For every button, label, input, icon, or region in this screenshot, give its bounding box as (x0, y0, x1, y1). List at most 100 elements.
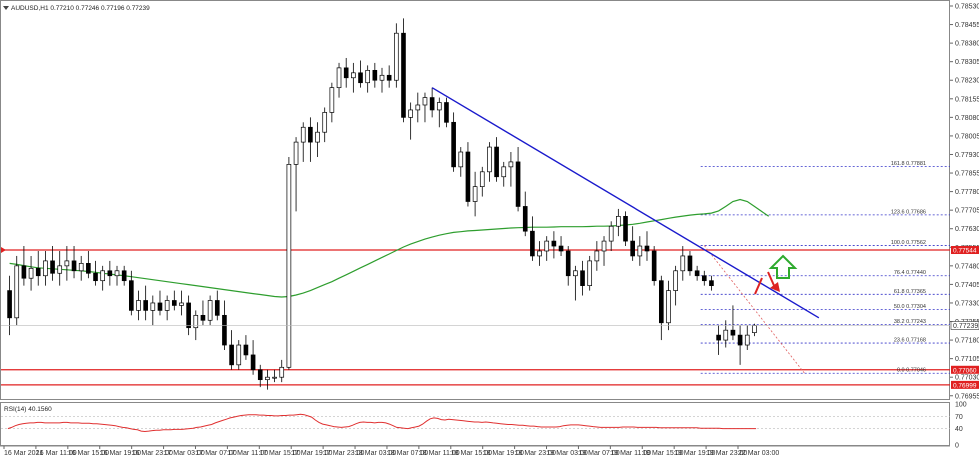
fibonacci-retracement[interactable]: 161.8 0.77881 123.6 0.77686 100.0 0.77562 7… (700, 161, 950, 374)
fib-level-label: 123.6 0.77686 (891, 209, 926, 215)
bearish-trendline[interactable] (431, 87, 820, 319)
candle (580, 260, 585, 296)
fib-level-label: 23.6 0.77168 (894, 338, 926, 344)
candle (637, 236, 643, 266)
candle-body (279, 366, 285, 378)
candle (243, 335, 249, 360)
candle-body (300, 126, 306, 143)
candle (608, 221, 614, 251)
candle (257, 364, 263, 388)
candle (129, 270, 134, 316)
candle-body (630, 240, 635, 257)
time-tick-label: 17 Mar 11:00 (227, 450, 268, 457)
fib-level-label: 61.8 0.77365 (894, 289, 926, 295)
candle (143, 285, 148, 321)
candle-body (78, 263, 84, 272)
price-tick-label: 0.78080 (955, 115, 979, 122)
time-tick-label: 17 Mar 15:00 (259, 450, 300, 457)
candle-body (594, 250, 600, 262)
candle-body (193, 314, 199, 329)
candle (308, 117, 313, 162)
candle (451, 112, 456, 172)
candle (300, 122, 306, 162)
candle (179, 290, 184, 316)
candle-body (623, 215, 628, 242)
time-tick-label: 16 Mar 23:00 (132, 450, 173, 457)
candle (351, 62, 356, 93)
rsi-tick-label: 70 (955, 414, 963, 421)
candle-body (293, 141, 299, 165)
candle (394, 23, 399, 88)
price-tick-label: 0.77180 (955, 338, 979, 345)
candle-body (322, 112, 328, 133)
candle (293, 137, 299, 212)
candle-body (394, 32, 399, 81)
candle (229, 330, 234, 370)
candle (150, 295, 156, 326)
candle (673, 265, 678, 306)
rsi-tick-label: 40 (955, 426, 963, 433)
candle-body (351, 72, 356, 79)
time-tick-label: 17 Mar 07:00 (195, 450, 236, 457)
price-tick-label: 0.77630 (955, 226, 979, 233)
candle-body (50, 260, 55, 274)
time-tick-label: 16 Mar 19:00 (100, 450, 141, 457)
candle (687, 250, 693, 276)
candle-body (694, 270, 700, 277)
fib-level-label: 0.0 0.77046 (897, 368, 926, 374)
time-tick-label: 16 Mar 15:00 (68, 450, 109, 457)
price-tick-label: 0.78530 (955, 4, 979, 11)
candle (329, 82, 335, 123)
candle (107, 260, 113, 286)
candle (630, 226, 635, 261)
candle-body (608, 225, 614, 242)
collapse-icon[interactable] (3, 6, 9, 10)
candle-body (136, 300, 141, 311)
candle-body (558, 245, 564, 252)
price-tick-label: 0.77405 (955, 282, 979, 289)
candle-body (644, 245, 650, 252)
candle-body (744, 334, 750, 346)
candle (415, 92, 421, 123)
candle (422, 92, 428, 123)
candle-body (186, 302, 191, 329)
candle-body (458, 151, 464, 168)
time-tick-label: 18 Mar 11:00 (419, 450, 460, 457)
candle-body (372, 69, 378, 81)
price-tag-text: 0.77544 (953, 248, 977, 255)
time-tick-label: 17 Mar 23:00 (323, 450, 364, 457)
candle (594, 241, 600, 271)
rsi-line (7, 413, 757, 433)
price-tick-label: 0.78005 (955, 133, 979, 140)
candle (551, 231, 557, 259)
rsi-label: RSI(14) 40.1560 (4, 406, 52, 413)
price-tick-label: 0.78155 (955, 96, 979, 103)
rsi-indicator: RSI(14) 40.1560 100 70 40 0 (1, 402, 967, 450)
candle (336, 62, 342, 98)
price-tags: 0.77544 0.77060 0.76999 0.77239 (1, 246, 979, 389)
current-price-text: 0.77239 (953, 323, 978, 330)
candle (623, 211, 628, 247)
candle (658, 275, 664, 341)
time-tick-label: 19 Mar 11:00 (610, 450, 651, 457)
price-tick-label: 0.78230 (955, 78, 979, 85)
trendline-segment (431, 87, 820, 319)
candle-body (658, 280, 664, 324)
candle (494, 137, 499, 182)
candle (21, 246, 27, 286)
candle-body (129, 280, 134, 311)
price-tag-text: 0.77060 (953, 367, 977, 374)
rsi-tick-label: 100 (955, 402, 967, 409)
candle (537, 241, 542, 266)
candle-body (723, 329, 729, 341)
price-axis: 0.78530 0.78455 0.78380 0.78305 0.78230 0.781… (950, 4, 979, 400)
candle (723, 320, 729, 348)
candle-body (207, 300, 213, 321)
candle (558, 236, 564, 256)
candle-body (730, 329, 736, 336)
candle-body (415, 104, 421, 111)
candle-body (436, 102, 442, 111)
price-tick-label: 0.77855 (955, 171, 979, 178)
